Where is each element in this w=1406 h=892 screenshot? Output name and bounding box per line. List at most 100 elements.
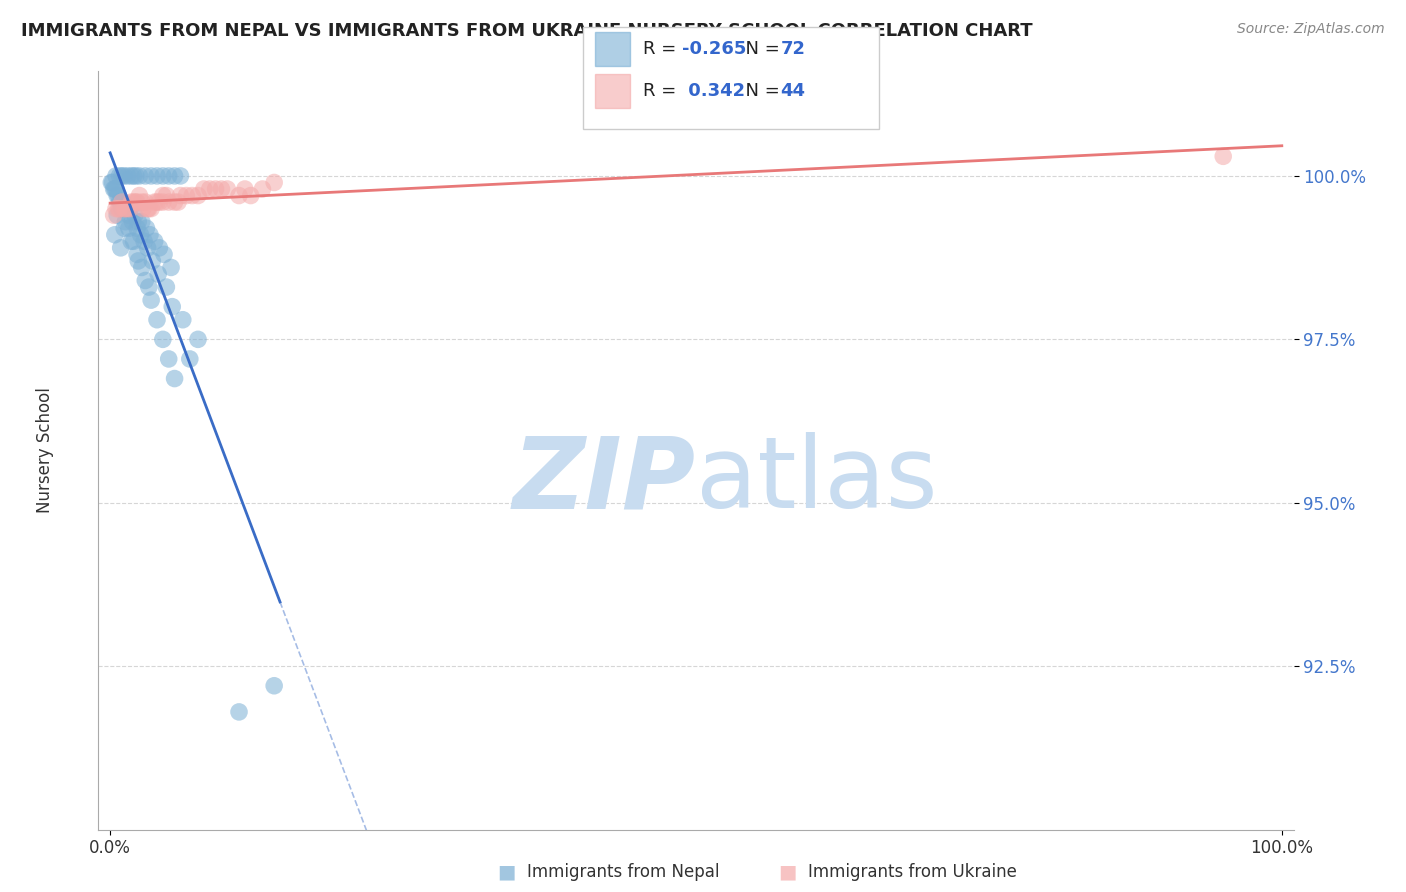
Point [112,195,135,210]
Point [146,195,169,210]
Point [127,221,149,235]
Point [131,215,153,229]
Point [179,351,201,366]
Text: Immigrants from Nepal: Immigrants from Nepal [527,863,720,881]
Point [134,169,156,183]
Text: 72: 72 [780,40,806,58]
Point [163,169,186,183]
Point [112,202,135,216]
Point [136,202,159,216]
Point [134,273,156,287]
Point [134,195,156,210]
Point [152,195,174,210]
Point [228,705,250,719]
Text: ■: ■ [778,863,797,882]
Point [146,169,169,183]
Point [125,195,148,210]
Point [153,247,176,261]
Point [174,188,197,202]
Text: Nursery School: Nursery School [35,387,53,514]
Point [118,208,141,222]
Point [120,235,142,249]
Point [118,221,141,235]
Point [120,169,142,183]
Point [112,221,135,235]
Text: 44: 44 [780,82,806,100]
Point [128,188,150,202]
Point [131,195,153,210]
Point [111,202,134,216]
Point [104,227,127,242]
Point [112,169,135,183]
Point [157,351,180,366]
Point [100,176,122,190]
Point [239,188,262,202]
Point [211,182,233,196]
Point [187,332,209,346]
Point [101,176,124,190]
Text: ZIP: ZIP [513,433,696,529]
Point [217,182,239,196]
Point [228,188,250,202]
Point [114,202,136,216]
Text: atlas: atlas [696,433,938,529]
Point [108,202,131,216]
Point [172,312,194,326]
Text: R =: R = [643,82,682,100]
Point [105,202,128,216]
Point [167,195,190,210]
Point [120,202,141,216]
Point [121,215,143,229]
Point [143,235,166,249]
Point [105,188,128,202]
Point [129,227,152,242]
Point [157,195,180,210]
Point [187,188,209,202]
Point [152,332,174,346]
Point [127,253,149,268]
Point [263,176,285,190]
Point [120,202,141,216]
Point [162,300,183,314]
Point [163,195,186,210]
Point [122,169,145,183]
Point [111,169,134,183]
Point [193,182,215,196]
Point [107,202,129,216]
Text: R =: R = [643,40,682,58]
Point [111,195,134,210]
Text: N =: N = [734,40,786,58]
Point [148,241,170,255]
Text: Source: ZipAtlas.com: Source: ZipAtlas.com [1237,22,1385,37]
Point [233,182,256,196]
Point [124,208,146,222]
Point [169,169,191,183]
Point [104,182,127,196]
Point [114,202,136,216]
Point [160,260,183,275]
Point [108,169,131,183]
Point [146,312,169,326]
Point [263,679,285,693]
Point [103,208,125,222]
Point [198,182,221,196]
Point [132,202,155,216]
Point [138,280,160,294]
Point [141,202,163,216]
Point [152,188,174,202]
Point [107,188,129,202]
Point [103,182,125,196]
Point [138,202,160,216]
Point [127,215,149,229]
Point [252,182,274,196]
Point [132,235,156,249]
Point [136,241,159,255]
Text: 0.342: 0.342 [682,82,745,100]
Point [1212,149,1234,163]
Point [105,208,128,222]
Text: Immigrants from Ukraine: Immigrants from Ukraine [808,863,1018,881]
Point [169,188,191,202]
Point [157,169,180,183]
Point [105,169,128,183]
Text: -0.265: -0.265 [682,40,747,58]
